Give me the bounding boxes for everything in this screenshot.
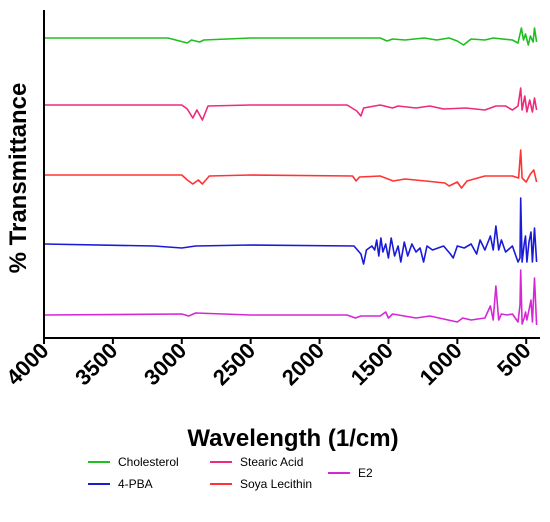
x-tick-label: 2000 (277, 338, 329, 390)
legend-item-cholesterol: Cholesterol (88, 455, 179, 469)
series-line-e2 (43, 269, 538, 326)
legend-item-stearic-acid: Stearic Acid (210, 455, 303, 469)
x-tick-label: 1000 (415, 338, 467, 390)
series-line-cholesterol (44, 27, 538, 46)
legend-item-soya-lecithin: Soya Lecithin (210, 477, 312, 491)
x-axis-title: Wavelength (1/cm) (187, 425, 398, 452)
legend-item-e2: E2 (328, 466, 373, 480)
series-line-stearic-acid (44, 87, 538, 121)
legend-item-4-pba: 4-PBA (88, 477, 153, 491)
x-tick-label: 4000 (1, 338, 53, 390)
x-tick-label: 2500 (208, 338, 260, 390)
x-tick-label: 3500 (70, 338, 122, 390)
x-tick-label: 1500 (346, 338, 398, 390)
x-tick-label: 3000 (139, 338, 191, 390)
legend-label: Stearic Acid (240, 455, 303, 469)
x-ticks: 4000 3500 3000 2500 2000 1500 1000 500 (1, 338, 536, 390)
legend-label: Soya Lecithin (240, 477, 312, 491)
y-axis-title: % Transmittance (5, 83, 32, 274)
legend-label: 4-PBA (118, 477, 153, 491)
series-line-soya-lecithin (44, 149, 538, 189)
x-tick-label: 500 (492, 338, 536, 382)
legend-label: Cholesterol (118, 455, 179, 469)
legend-label: E2 (358, 466, 373, 480)
series-line-4-pba (43, 197, 538, 265)
plot-area (43, 27, 538, 326)
legend: Cholesterol Stearic Acid E2 4-PBA Soya Lecit… (88, 455, 373, 491)
